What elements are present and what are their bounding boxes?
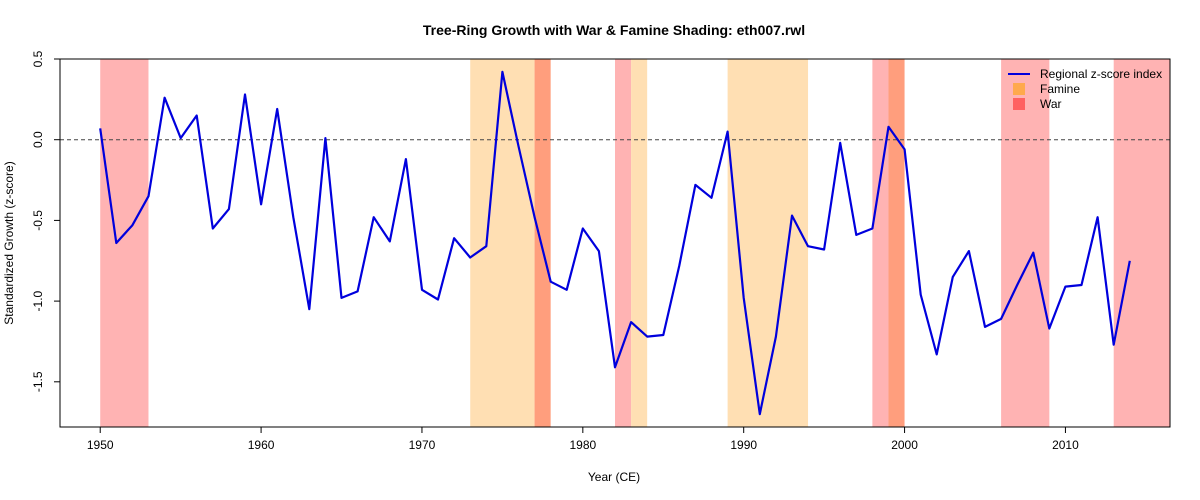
legend-label: War (1040, 97, 1062, 111)
x-tick-label: 1990 (730, 438, 757, 452)
y-tick-label: 0.5 (31, 50, 45, 67)
y-tick-label: -1.0 (31, 290, 45, 311)
shading-band-war (100, 59, 149, 427)
x-tick-label: 2000 (891, 438, 918, 452)
y-tick-label: -0.5 (31, 210, 45, 231)
shading-band-war (1113, 59, 1170, 427)
y-tick-label: 0.0 (31, 131, 45, 148)
y-axis: 0.5 0.0 -0.5 -1.0 -1.5 (31, 50, 60, 392)
x-axis-label: Year (CE) (588, 470, 640, 484)
shading-band-famine (631, 59, 648, 427)
legend-box-swatch (1013, 83, 1025, 95)
x-tick-label: 1950 (87, 438, 114, 452)
legend-label: Regional z-score index (1040, 67, 1162, 81)
shading-band-war (1001, 59, 1050, 427)
plot-frame (59, 58, 1171, 428)
x-tick-label: 1980 (569, 438, 596, 452)
x-tick-label: 2010 (1052, 438, 1079, 452)
x-axis: 1950 1960 1970 1980 1990 2000 2010 (87, 427, 1079, 452)
series-line-regional-z-score-index (99, 70, 1131, 416)
x-tick-label: 1960 (248, 438, 275, 452)
shading-band-famine (470, 59, 535, 427)
chart-title: Tree-Ring Growth with War & Famine Shadi… (423, 22, 805, 38)
shading-layer (100, 59, 1170, 427)
shading-band-war (872, 59, 889, 427)
y-tick-label: -1.5 (31, 371, 45, 392)
x-tick-label: 1970 (409, 438, 436, 452)
shading-band-war-famine (534, 59, 551, 427)
legend-label: Famine (1040, 82, 1080, 96)
shading-band-war (615, 59, 632, 427)
shading-band-war-famine (888, 59, 905, 427)
legend-box-swatch (1013, 98, 1025, 110)
y-axis-label: Standardized Growth (z-score) (2, 161, 16, 324)
shading-band-famine (727, 59, 809, 427)
